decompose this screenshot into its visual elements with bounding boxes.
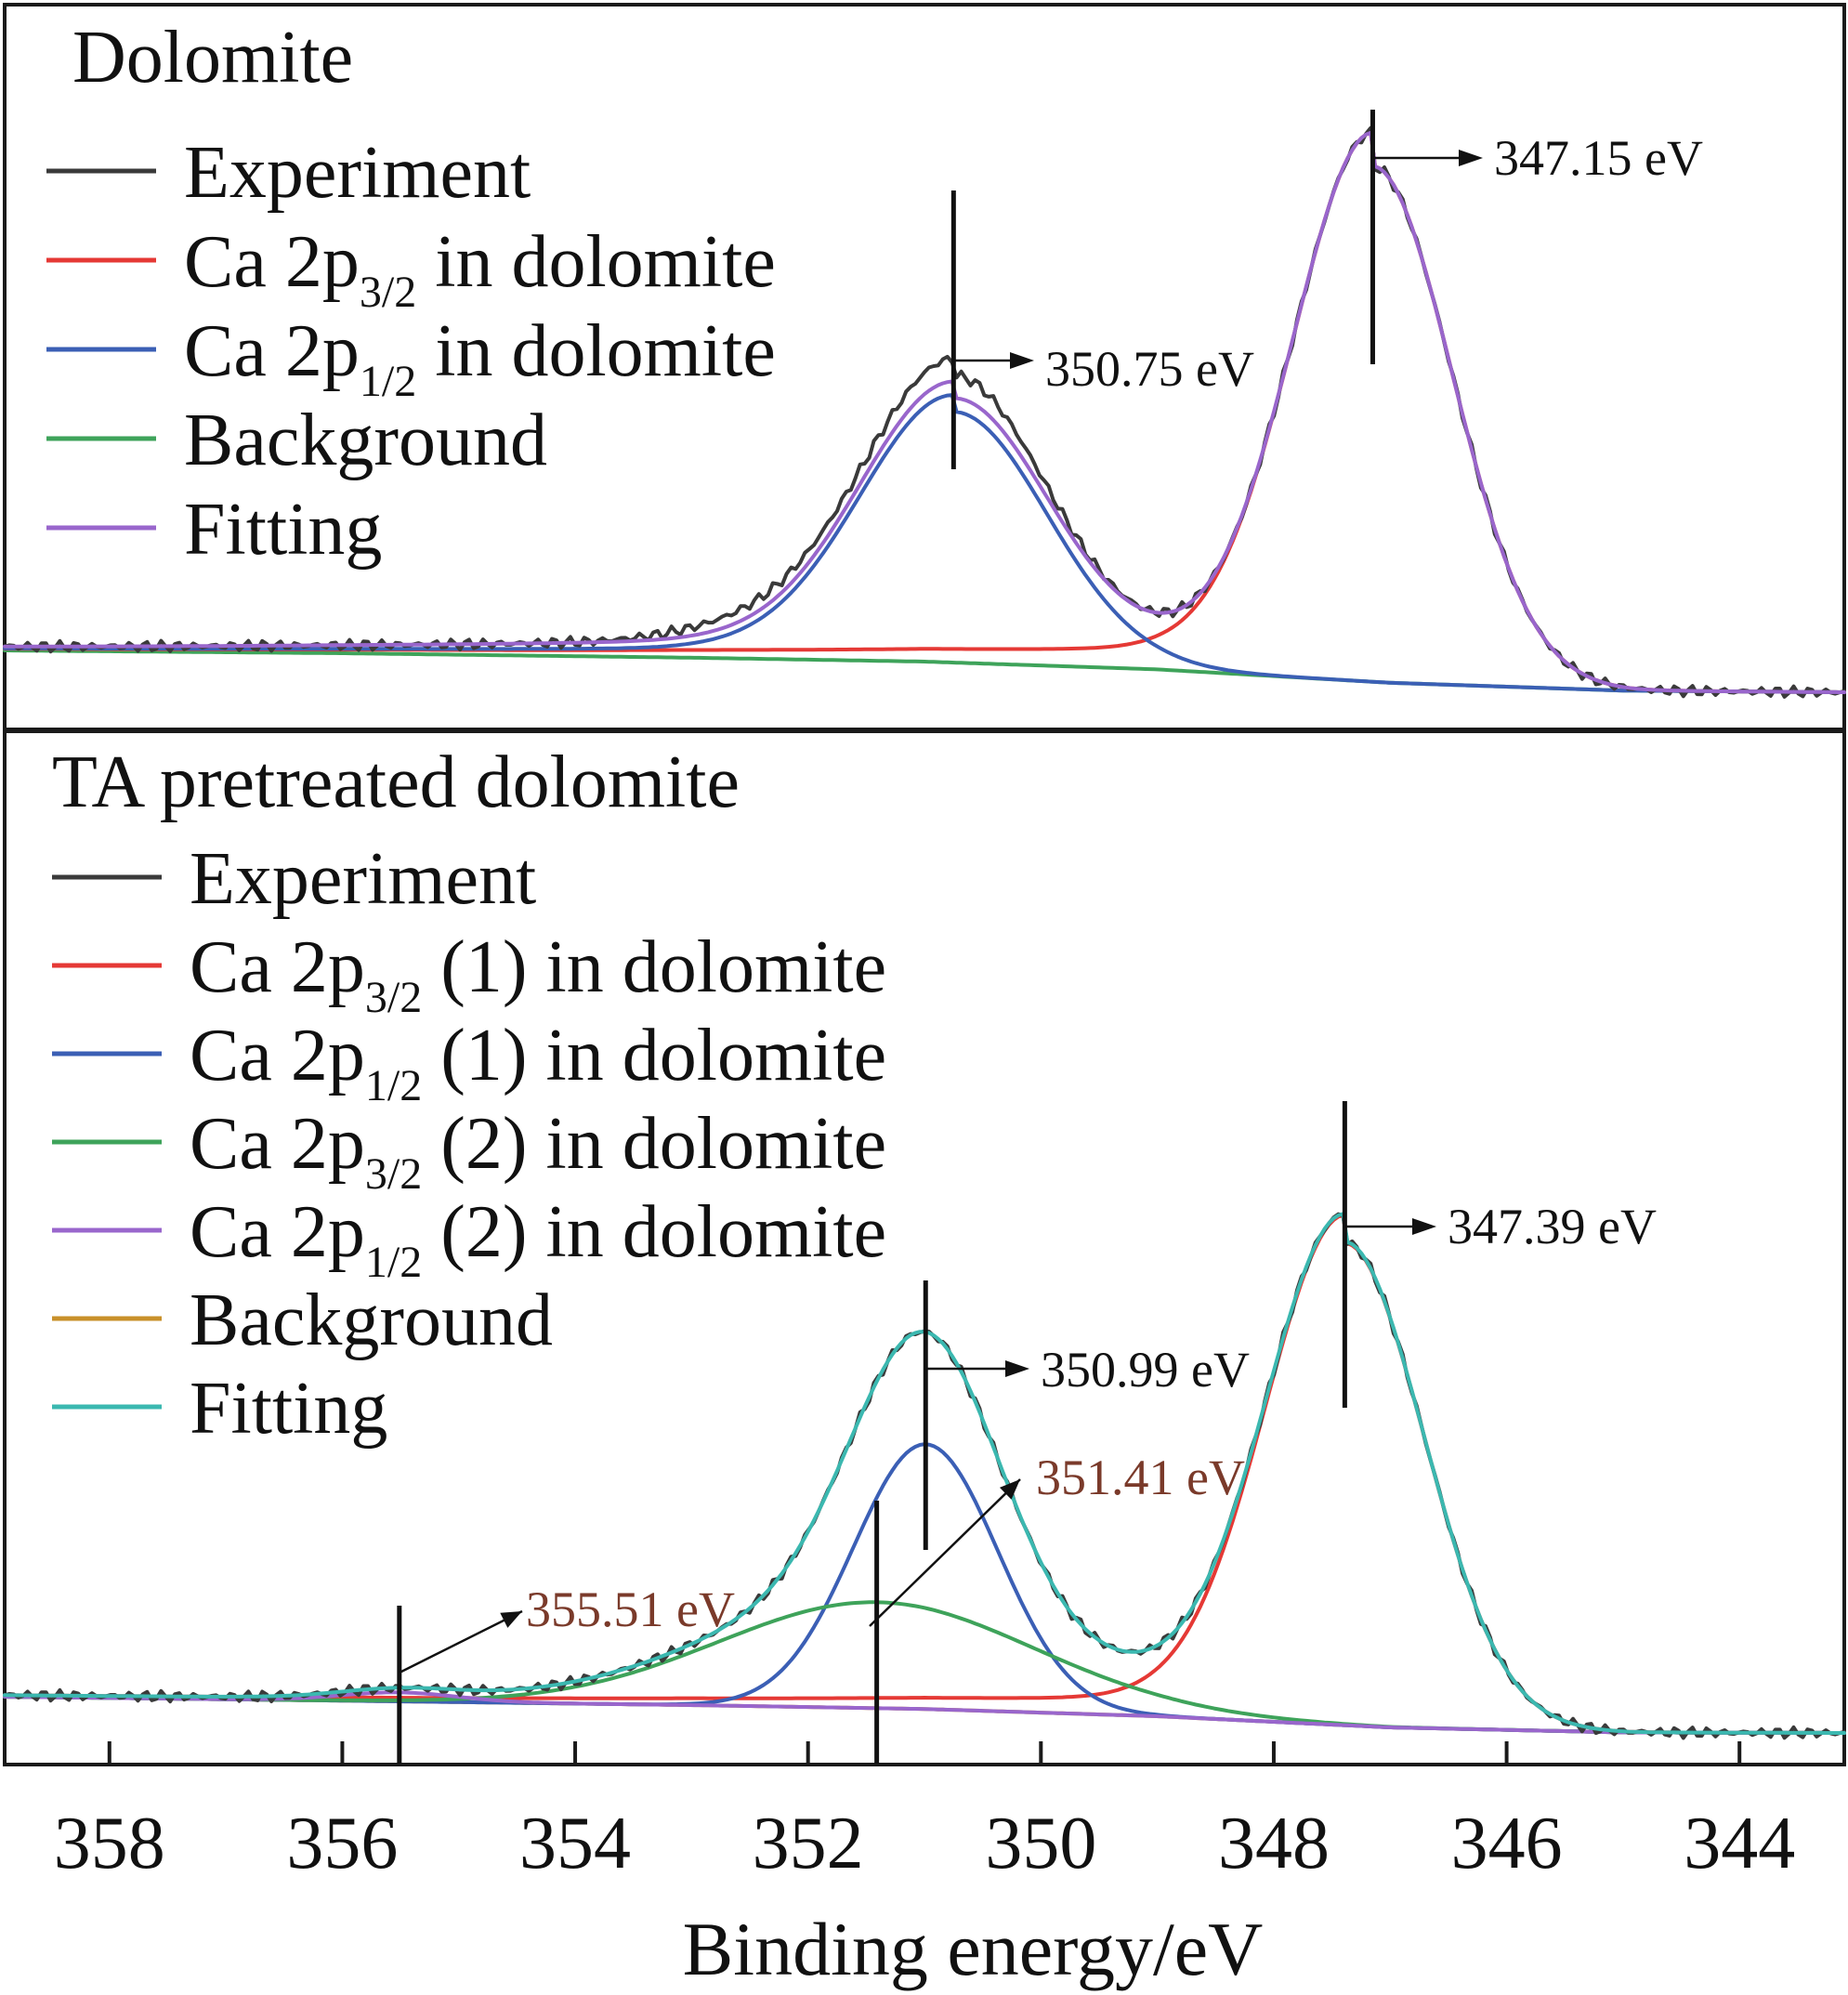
x-tick-label: 356 [286, 1803, 398, 1884]
series-line-background [3, 1695, 1846, 1735]
series-line-fitting [3, 130, 1846, 694]
annotation-arrow [869, 1478, 1021, 1627]
legend-label: Ca 2p3/2 (2) in dolomite [190, 1103, 886, 1199]
legend-label: Fitting [190, 1368, 387, 1450]
annotation-arrowhead [999, 1479, 1020, 1500]
legend-label: Ca 2p1/2 in dolomite [184, 310, 776, 406]
x-axis: 358 356 354 352 350 348 346 344 [54, 1741, 1795, 1884]
peak-annotation-label: 350.75 eV [1045, 341, 1254, 397]
bottom-panel: 347.39 eV 350.99 eV 351.41 eV 355.51 eV TA p… [3, 742, 1846, 1764]
annotation-arrow [399, 1609, 523, 1674]
annotation-arrowhead [1010, 352, 1034, 369]
annotation-arrowhead [1459, 150, 1483, 166]
series-line-ca-2p1-2-in-dolomite [3, 393, 1846, 694]
x-tick-label: 344 [1684, 1803, 1795, 1884]
legend-label: Ca 2p3/2 (1) in dolomite [190, 926, 886, 1022]
legend-label: Fitting [184, 489, 382, 571]
series-line-background [3, 649, 1846, 694]
legend-label: Ca 2p3/2 in dolomite [184, 221, 776, 317]
series-line-ca-2p3-2-2-in-dolomite [3, 1600, 1846, 1735]
legend-label: Ca 2p1/2 (2) in dolomite [190, 1191, 886, 1287]
x-axis-title: Binding energy/eV [683, 1907, 1264, 1991]
x-tick-label: 350 [985, 1803, 1096, 1884]
x-tick-label: 358 [54, 1803, 165, 1884]
bottom-panel-frame [3, 729, 1846, 1766]
peak-annotation-label: 351.41 eV [1036, 1450, 1245, 1505]
legend-label: Experiment [184, 132, 531, 214]
panel-title: TA pretreated dolomite [52, 742, 740, 823]
legend-label: Ca 2p1/2 (1) in dolomite [190, 1015, 886, 1110]
annotation-arrowhead [1005, 1360, 1029, 1377]
peak-annotation-label: 347.15 eV [1494, 130, 1703, 186]
annotation-arrowhead [1412, 1218, 1436, 1235]
x-tick-label: 354 [519, 1803, 631, 1884]
legend-label: Background [184, 400, 547, 481]
x-tick-label: 352 [753, 1803, 864, 1884]
legend-label: Experiment [190, 838, 536, 920]
x-tick-label: 348 [1218, 1803, 1330, 1884]
panel-title: Dolomite [72, 17, 353, 98]
annotation-arrowhead [500, 1611, 522, 1628]
legend-label: Background [190, 1280, 553, 1361]
peak-annotation-label: 355.51 eV [526, 1582, 735, 1637]
series-line-ca-2p1-2-2-in-dolomite [3, 1690, 1846, 1735]
peak-annotation-label: 347.39 eV [1448, 1199, 1657, 1254]
x-tick-label: 346 [1451, 1803, 1563, 1884]
peak-annotation-label: 350.99 eV [1041, 1342, 1250, 1398]
